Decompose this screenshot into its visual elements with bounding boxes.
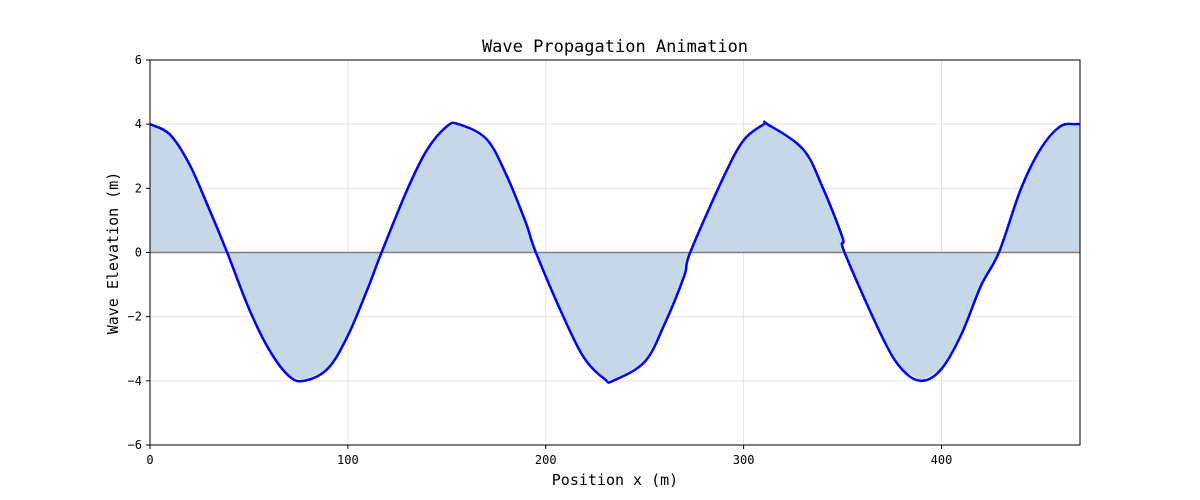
x-tick-label: 0 <box>146 453 153 467</box>
x-tick-label: 400 <box>931 453 953 467</box>
y-tick-label: 4 <box>135 117 142 131</box>
wave-line <box>149 120 1081 384</box>
y-tick-label: −4 <box>128 374 142 388</box>
series-layer <box>149 120 1081 384</box>
x-tick-label: 300 <box>733 453 755 467</box>
x-tick-label: 200 <box>535 453 557 467</box>
chart-title: Wave Propagation Animation <box>482 37 748 57</box>
y-tick-label: −6 <box>128 438 142 452</box>
y-tick-label: −2 <box>128 310 142 324</box>
y-axis-label: Wave Elevation (m) <box>104 172 122 335</box>
y-tick-label: 2 <box>135 181 142 195</box>
y-tick-label: 6 <box>135 53 142 67</box>
ticks-layer: 0 100 200 300 400 −6 −4 −2 0 2 4 6 <box>128 53 953 467</box>
x-axis-label: Position x (m) <box>552 471 678 489</box>
y-tick-label: 0 <box>135 246 142 260</box>
x-tick-label: 100 <box>337 453 359 467</box>
